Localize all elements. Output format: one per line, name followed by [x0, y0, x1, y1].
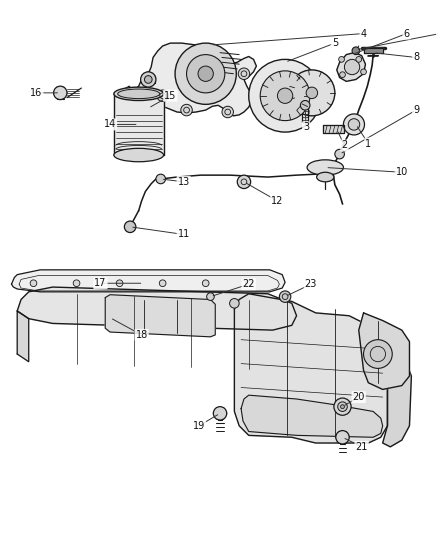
Text: 11: 11	[177, 229, 190, 239]
Circle shape	[181, 104, 192, 116]
Text: 13: 13	[177, 177, 190, 187]
Circle shape	[348, 119, 360, 130]
Circle shape	[53, 86, 67, 100]
Circle shape	[245, 280, 252, 287]
Ellipse shape	[114, 87, 164, 101]
Circle shape	[157, 90, 168, 101]
Circle shape	[279, 291, 291, 302]
Circle shape	[145, 76, 152, 83]
Polygon shape	[134, 43, 256, 116]
Circle shape	[207, 293, 214, 301]
Circle shape	[341, 405, 344, 409]
Text: 17: 17	[94, 278, 106, 288]
Circle shape	[141, 72, 156, 87]
Circle shape	[260, 71, 310, 120]
Text: 19: 19	[193, 421, 205, 431]
Circle shape	[202, 280, 209, 287]
Circle shape	[334, 398, 351, 415]
Text: 6: 6	[403, 29, 410, 38]
Polygon shape	[364, 48, 383, 53]
Ellipse shape	[118, 89, 160, 99]
Text: 2: 2	[341, 141, 347, 150]
Polygon shape	[234, 294, 388, 443]
Circle shape	[339, 56, 344, 62]
Circle shape	[125, 88, 135, 98]
Circle shape	[356, 56, 362, 62]
Circle shape	[159, 280, 166, 287]
Text: 14: 14	[104, 119, 116, 130]
Text: 3: 3	[303, 122, 309, 132]
Polygon shape	[359, 313, 410, 390]
Text: 23: 23	[305, 279, 317, 289]
Text: 20: 20	[353, 392, 365, 402]
Circle shape	[198, 66, 213, 82]
Circle shape	[230, 298, 239, 308]
Circle shape	[213, 407, 227, 420]
Text: 21: 21	[356, 442, 368, 452]
Circle shape	[300, 101, 310, 110]
Circle shape	[277, 88, 293, 103]
Text: 16: 16	[30, 88, 42, 98]
Polygon shape	[123, 86, 139, 102]
Circle shape	[30, 280, 37, 287]
Circle shape	[187, 54, 225, 93]
Text: 22: 22	[243, 279, 255, 289]
Polygon shape	[302, 108, 308, 122]
Text: 15: 15	[164, 91, 177, 101]
Circle shape	[249, 59, 321, 132]
Text: 7: 7	[437, 29, 438, 38]
Polygon shape	[241, 395, 383, 437]
Circle shape	[335, 149, 344, 159]
Text: 5: 5	[332, 38, 338, 48]
Text: 1: 1	[365, 139, 371, 149]
Circle shape	[364, 340, 392, 368]
Polygon shape	[323, 125, 344, 133]
Circle shape	[306, 87, 318, 99]
Text: 12: 12	[271, 196, 284, 206]
Circle shape	[124, 221, 136, 232]
Circle shape	[289, 70, 335, 116]
Text: 4: 4	[360, 29, 367, 38]
Polygon shape	[337, 53, 365, 82]
Circle shape	[339, 72, 346, 78]
Circle shape	[343, 114, 364, 135]
Polygon shape	[114, 94, 164, 155]
Circle shape	[175, 43, 237, 104]
Text: 9: 9	[413, 105, 419, 115]
Circle shape	[338, 402, 347, 411]
Circle shape	[222, 106, 233, 118]
Text: 18: 18	[135, 330, 148, 340]
Polygon shape	[17, 287, 297, 330]
Circle shape	[352, 47, 360, 54]
Text: 8: 8	[413, 52, 419, 62]
Circle shape	[116, 280, 123, 287]
Polygon shape	[383, 354, 411, 447]
Circle shape	[344, 59, 360, 75]
Text: 10: 10	[396, 167, 408, 177]
Circle shape	[336, 431, 349, 444]
Ellipse shape	[317, 172, 334, 182]
Circle shape	[360, 69, 367, 75]
Circle shape	[238, 68, 250, 79]
Polygon shape	[17, 311, 29, 362]
Polygon shape	[105, 295, 215, 337]
Circle shape	[156, 174, 166, 184]
Ellipse shape	[307, 160, 343, 175]
Circle shape	[237, 175, 251, 189]
Polygon shape	[11, 270, 285, 292]
Ellipse shape	[114, 148, 164, 161]
Circle shape	[73, 280, 80, 287]
